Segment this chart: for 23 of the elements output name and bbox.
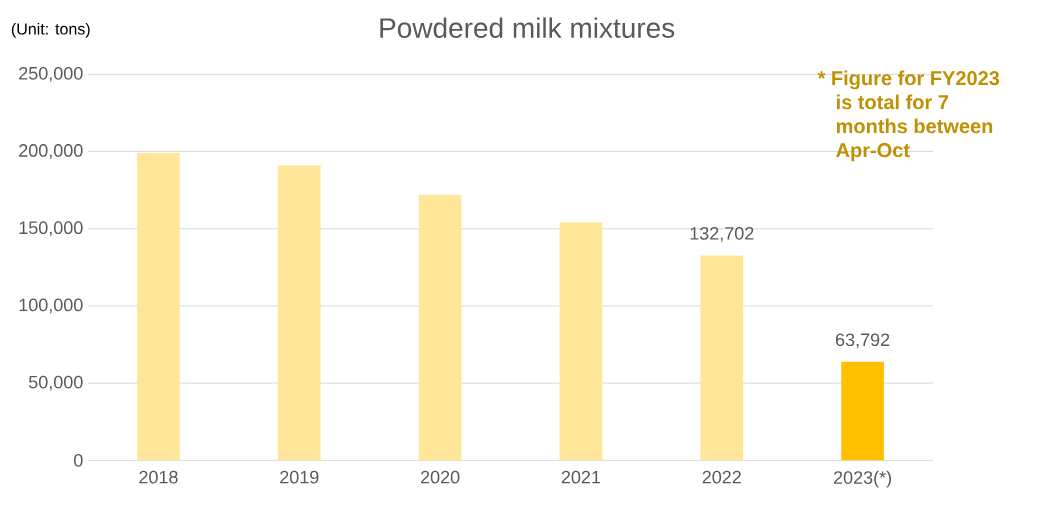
y-tick-label: 150,000	[19, 221, 83, 237]
x-tick-label: 2023(*)	[833, 470, 891, 488]
data-label: 132,702	[690, 226, 754, 242]
chart-title: Powdered milk mixtures	[380, 17, 675, 38]
bar	[418, 194, 462, 461]
y-tick-label: 100,000	[19, 298, 83, 314]
y-tick-label: 0	[74, 453, 83, 467]
x-tick-label: 2021	[561, 470, 601, 484]
bar	[277, 165, 321, 461]
bar	[559, 222, 603, 461]
bar	[841, 361, 884, 461]
x-tick-label: 2018	[139, 470, 178, 484]
x-tick-label: 2020	[420, 470, 460, 484]
y-tick-label: 50,000	[28, 375, 83, 391]
y-tick-label: 200,000	[19, 144, 83, 159]
x-tick-label: 2019	[280, 470, 319, 484]
y-tick-label: 250,000	[19, 66, 83, 82]
data-label: 63,792	[835, 333, 890, 349]
y-axis-title: (Unit: tons)	[11, 22, 90, 38]
x-tick-label: 2022	[702, 470, 741, 484]
annotation: * Figure for FY2023 is total for 7 months between Apr-Oct	[817, 70, 1000, 162]
bar	[137, 153, 180, 461]
bar	[700, 255, 744, 461]
